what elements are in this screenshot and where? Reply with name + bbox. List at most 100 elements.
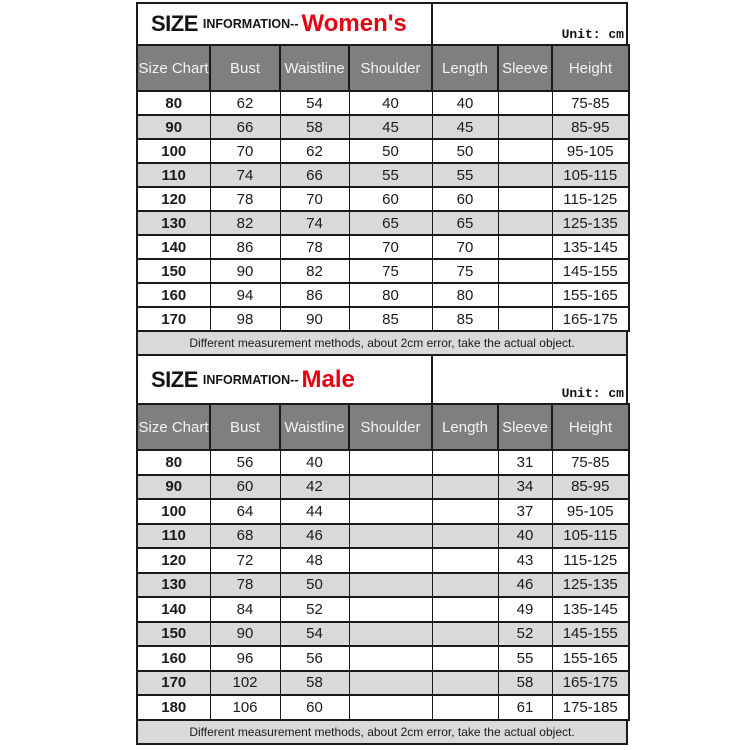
measure-value-waistline: 58 [279, 669, 350, 696]
size-table-male: SIZE INFORMATION-- Male Unit: cm Size Ch… [136, 354, 630, 745]
size-value: 90 [136, 473, 211, 500]
measure-value-length: 45 [431, 114, 499, 140]
measure-value-height: 155-165 [551, 282, 630, 308]
size-row-90: 90 60 42 34 85-95 [136, 473, 630, 500]
measure-value-sleeve [497, 90, 553, 116]
measure-value-waistline: 50 [279, 571, 350, 598]
size-value: 110 [136, 522, 211, 549]
size-row-130: 130 82 74 65 65 125-135 [136, 210, 630, 236]
measure-value-height: 95-105 [551, 138, 630, 164]
measure-value-waistline: 54 [279, 90, 350, 116]
column-header-size-chart: Size Chart [136, 403, 211, 451]
measure-value-height: 85-95 [551, 473, 630, 500]
title-size-label: SIZE [151, 11, 198, 36]
measure-value-bust: 68 [209, 522, 281, 549]
measure-value-shoulder: 50 [348, 138, 433, 164]
table-title: SIZE INFORMATION-- Women's [138, 4, 433, 44]
size-value: 160 [136, 282, 211, 308]
column-header-bust: Bust [209, 44, 281, 92]
column-header-shoulder: Shoulder [348, 403, 433, 451]
measure-value-shoulder [348, 596, 433, 623]
measure-value-shoulder [348, 449, 433, 476]
measure-value-length: 40 [431, 90, 499, 116]
measure-value-shoulder [348, 498, 433, 525]
measure-value-height: 125-135 [551, 210, 630, 236]
measure-value-shoulder: 60 [348, 186, 433, 212]
measure-value-bust: 98 [209, 306, 281, 332]
size-row-160: 160 94 86 80 80 155-165 [136, 282, 630, 308]
measure-value-shoulder [348, 522, 433, 549]
measure-value-height: 165-175 [551, 306, 630, 332]
size-row-100: 100 70 62 50 50 95-105 [136, 138, 630, 164]
measure-value-shoulder: 55 [348, 162, 433, 188]
size-row-150: 150 90 54 52 145-155 [136, 620, 630, 647]
measure-value-shoulder: 85 [348, 306, 433, 332]
measure-value-shoulder: 40 [348, 90, 433, 116]
measure-value-waistline: 90 [279, 306, 350, 332]
measure-value-waistline: 60 [279, 694, 350, 721]
size-value: 150 [136, 620, 211, 647]
measure-value-bust: 56 [209, 449, 281, 476]
measure-value-length [431, 620, 499, 647]
unit-label: Unit: cm [561, 27, 624, 43]
column-header-length: Length [431, 44, 499, 92]
measure-value-sleeve [497, 234, 553, 260]
measure-value-length: 65 [431, 210, 499, 236]
unit-cell: Unit: cm [433, 356, 626, 403]
unit-cell: Unit: cm [433, 4, 626, 44]
measure-value-sleeve [497, 306, 553, 332]
size-row-140: 140 84 52 49 135-145 [136, 596, 630, 623]
size-value: 170 [136, 669, 211, 696]
measure-value-waistline: 42 [279, 473, 350, 500]
measure-value-bust: 86 [209, 234, 281, 260]
measure-value-height: 175-185 [551, 694, 630, 721]
measure-value-sleeve [497, 258, 553, 284]
measure-value-height: 75-85 [551, 449, 630, 476]
measure-value-shoulder: 80 [348, 282, 433, 308]
measure-value-length [431, 669, 499, 696]
measure-value-height: 155-165 [551, 645, 630, 672]
title-size-label: SIZE [151, 366, 198, 392]
measure-value-waistline: 66 [279, 162, 350, 188]
measure-value-bust: 82 [209, 210, 281, 236]
size-row-140: 140 86 78 70 70 135-145 [136, 234, 630, 260]
title-information-label: INFORMATION-- [202, 17, 299, 31]
measure-value-height: 105-115 [551, 162, 630, 188]
size-value: 100 [136, 138, 211, 164]
measure-value-sleeve: 34 [497, 473, 553, 500]
measure-value-length: 55 [431, 162, 499, 188]
measure-value-shoulder [348, 645, 433, 672]
measure-value-height: 85-95 [551, 114, 630, 140]
measure-value-length: 50 [431, 138, 499, 164]
size-row-170: 170 98 90 85 85 165-175 [136, 306, 630, 332]
measure-value-height: 75-85 [551, 90, 630, 116]
measure-value-sleeve: 58 [497, 669, 553, 696]
measure-value-waistline: 82 [279, 258, 350, 284]
size-value: 130 [136, 210, 211, 236]
column-header-length: Length [431, 403, 499, 451]
title-gender-label: Male [301, 365, 355, 393]
measure-value-shoulder [348, 547, 433, 574]
measure-value-bust: 72 [209, 547, 281, 574]
measure-value-length [431, 596, 499, 623]
measure-value-sleeve [497, 138, 553, 164]
measure-value-sleeve: 37 [497, 498, 553, 525]
size-value: 80 [136, 90, 211, 116]
measure-value-sleeve: 52 [497, 620, 553, 647]
size-value: 170 [136, 306, 211, 332]
measure-value-bust: 94 [209, 282, 281, 308]
measure-value-shoulder [348, 620, 433, 647]
size-row-110: 110 68 46 40 105-115 [136, 522, 630, 549]
measure-value-shoulder [348, 473, 433, 500]
size-row-170: 170 102 58 58 165-175 [136, 669, 630, 696]
size-row-180: 180 106 60 61 175-185 [136, 694, 630, 721]
measure-value-length: 80 [431, 282, 499, 308]
measure-value-height: 105-115 [551, 522, 630, 549]
size-row-80: 80 62 54 40 40 75-85 [136, 90, 630, 116]
size-grid-womens: Size Chart Bust Waistline Shoulder Length Sle… [136, 44, 630, 332]
column-header-waistline: Waistline [279, 403, 350, 451]
size-value: 150 [136, 258, 211, 284]
measure-value-waistline: 78 [279, 234, 350, 260]
measure-value-waistline: 46 [279, 522, 350, 549]
measure-value-length [431, 694, 499, 721]
